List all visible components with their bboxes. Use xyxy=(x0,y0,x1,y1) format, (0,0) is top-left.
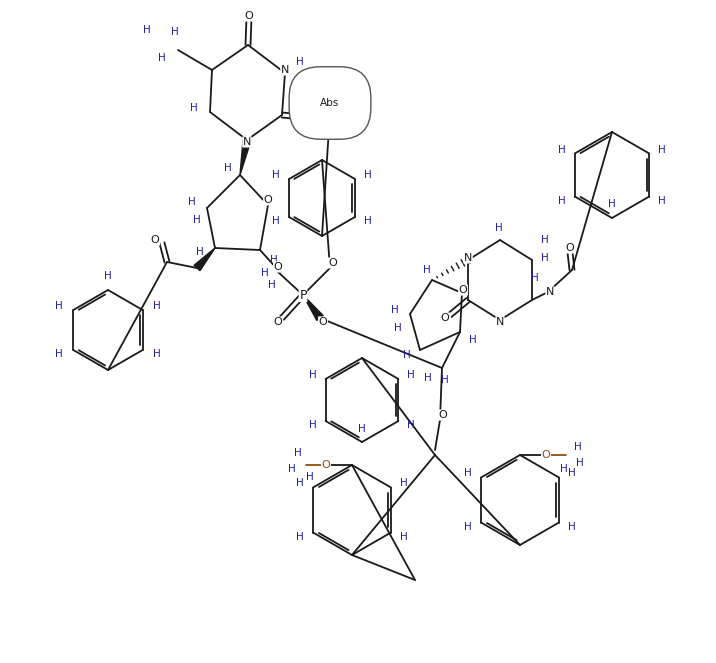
Polygon shape xyxy=(240,139,251,175)
Text: O: O xyxy=(263,195,272,205)
Text: H: H xyxy=(560,464,568,474)
Text: O: O xyxy=(439,410,448,420)
Text: O: O xyxy=(274,262,282,272)
Polygon shape xyxy=(194,248,215,271)
Text: H: H xyxy=(143,25,151,35)
Text: H: H xyxy=(576,458,584,468)
Text: O: O xyxy=(541,450,551,460)
Text: H: H xyxy=(558,145,566,154)
Text: N: N xyxy=(464,253,472,263)
Text: H: H xyxy=(400,532,408,542)
Text: H: H xyxy=(309,420,316,430)
Text: H: H xyxy=(104,271,112,281)
Text: H: H xyxy=(188,197,196,207)
Text: H: H xyxy=(659,145,666,154)
Text: O: O xyxy=(311,113,319,123)
Text: N: N xyxy=(281,65,289,75)
Text: H: H xyxy=(158,53,166,63)
Text: O: O xyxy=(150,235,160,245)
Text: H: H xyxy=(659,196,666,206)
Text: H: H xyxy=(296,479,304,489)
Text: H: H xyxy=(541,253,549,263)
Text: H: H xyxy=(568,522,576,532)
Text: H: H xyxy=(558,196,566,206)
Text: O: O xyxy=(566,243,574,253)
Text: O: O xyxy=(245,11,253,21)
Text: H: H xyxy=(568,469,576,479)
Text: H: H xyxy=(364,170,372,180)
Text: H: H xyxy=(407,370,415,380)
Text: H: H xyxy=(196,247,204,257)
Text: H: H xyxy=(495,223,503,233)
Text: H: H xyxy=(309,370,316,380)
Text: H: H xyxy=(531,273,539,283)
Text: H: H xyxy=(464,469,472,479)
Text: H: H xyxy=(296,57,304,67)
Text: H: H xyxy=(358,424,366,434)
Text: H: H xyxy=(423,265,431,275)
Text: N: N xyxy=(546,287,554,297)
Text: O: O xyxy=(440,313,450,323)
Text: H: H xyxy=(424,373,432,383)
Text: N: N xyxy=(495,317,504,327)
Text: H: H xyxy=(55,301,63,311)
Text: Abs: Abs xyxy=(320,98,339,108)
Text: H: H xyxy=(407,420,415,430)
Text: H: H xyxy=(441,375,449,385)
Text: H: H xyxy=(391,305,399,315)
Text: H: H xyxy=(153,301,160,311)
Text: H: H xyxy=(190,103,198,113)
Text: H: H xyxy=(153,349,160,359)
Text: O: O xyxy=(329,258,337,268)
Text: H: H xyxy=(364,216,372,226)
Text: H: H xyxy=(296,532,304,542)
Text: H: H xyxy=(261,268,269,278)
Text: H: H xyxy=(270,255,278,265)
Text: H: H xyxy=(268,280,276,290)
Text: H: H xyxy=(464,522,472,532)
Polygon shape xyxy=(303,295,323,320)
Text: H: H xyxy=(394,323,402,333)
Text: H: H xyxy=(224,163,232,173)
Text: H: H xyxy=(55,349,63,359)
Text: H: H xyxy=(541,235,549,245)
Text: H: H xyxy=(400,479,408,489)
Text: N: N xyxy=(243,137,251,147)
Text: P: P xyxy=(299,288,306,302)
Text: H: H xyxy=(171,27,179,37)
Text: H: H xyxy=(288,464,296,474)
Text: H: H xyxy=(272,170,280,180)
Text: O: O xyxy=(319,317,327,327)
Text: H: H xyxy=(608,199,616,209)
Text: O: O xyxy=(274,317,282,327)
Text: O: O xyxy=(321,460,330,470)
Text: H: H xyxy=(193,215,201,225)
Text: H: H xyxy=(403,350,411,360)
Text: H: H xyxy=(272,216,280,226)
Text: H: H xyxy=(469,335,477,345)
Text: O: O xyxy=(459,285,468,295)
Text: H: H xyxy=(574,442,582,452)
Text: H: H xyxy=(306,472,314,482)
Text: H: H xyxy=(294,448,302,458)
